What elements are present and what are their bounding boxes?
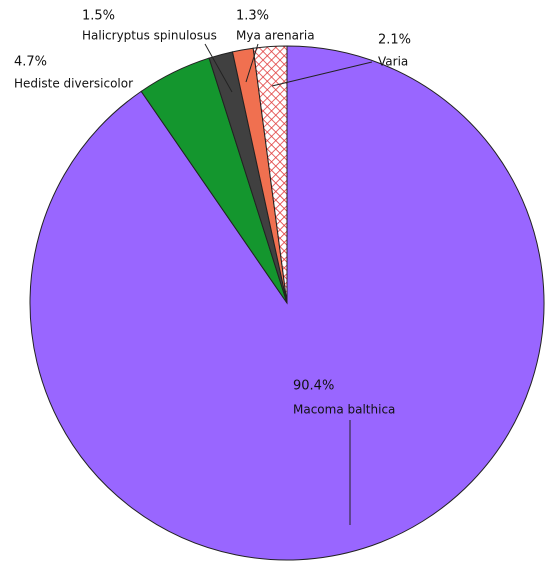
category-label: Varia (378, 55, 408, 69)
value-label: 2.1% (378, 33, 411, 48)
value-label: 90.4% (293, 379, 334, 394)
category-label: Macoma balthica (293, 403, 395, 417)
value-label: 4.7% (14, 55, 47, 70)
category-label: Mya arenaria (236, 29, 315, 43)
leader-line (204, 43, 233, 93)
pie-slice (252, 45, 288, 304)
value-label: 1.3% (236, 9, 269, 24)
category-label: Hediste diversicolor (14, 77, 133, 91)
category-label: Halicryptus spinulosus (82, 29, 217, 43)
leader-line (271, 61, 373, 87)
leader-line (245, 43, 259, 83)
value-label: 1.5% (82, 9, 115, 24)
